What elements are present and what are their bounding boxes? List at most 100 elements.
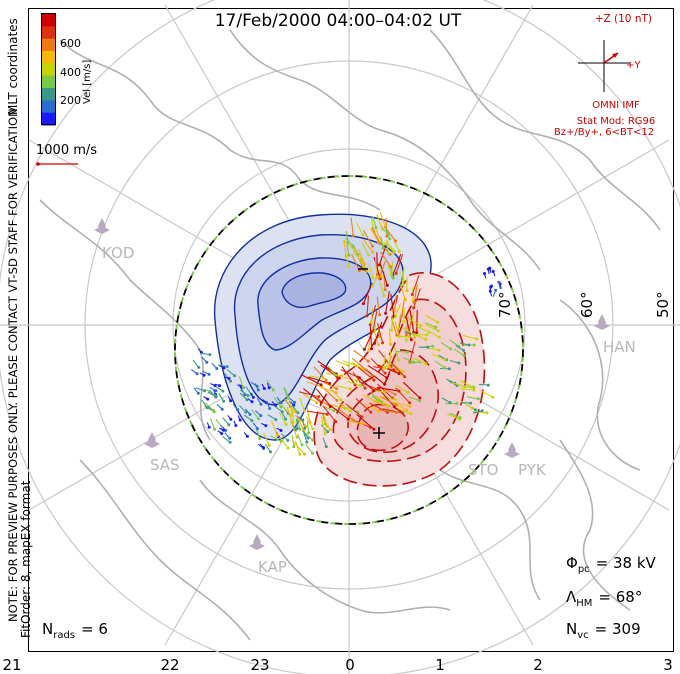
velocity-vector [306,410,328,415]
velocity-vector-origin [382,294,386,298]
mlt-tick-2: 2 [533,656,543,674]
station-labels: KOD SAS KAP STO PYK HAN [102,244,636,576]
velocity-vector-origin [334,391,338,395]
velocity-vector-origin [413,333,417,337]
velocity-vector-origin [256,417,260,421]
velocity-vector-origin [405,289,409,292]
velocity-vector [309,375,324,379]
velocity-vector-origin [369,320,373,324]
velocity-vector-origin [371,284,375,288]
velocity-vector-origin [367,349,371,352]
mlt-tick-21: 21 [2,656,21,674]
velocity-vector-origin [380,274,384,278]
velocity-vector-origin [394,239,397,243]
velocity-vector-origin [486,383,490,387]
velocity-vector-origin [363,262,367,266]
velocity-vector-origin [405,408,409,412]
velocity-vector [347,381,361,387]
velocity-vector [385,227,391,240]
velocity-vector-origin [259,402,263,406]
velocity-vector-origin [196,391,200,395]
velocity-vector [350,217,354,236]
velocity-vector [270,435,282,442]
stat-phi-pc: Φpc = 38 kV [566,554,657,575]
velocity-vector-origin [335,387,338,391]
velocity-vector-origin [351,418,355,422]
velocity-vector [401,297,406,316]
velocity-vector-origin [300,443,304,447]
station-label-pyk: PYK [518,461,547,479]
fit-order-label: FitOrder: 8, mapEX format [19,480,33,638]
velocity-vector [408,396,420,402]
velocity-vector-origin [472,388,476,392]
stat-n-rads: Nrads = 6 [42,620,108,641]
velocity-vector-origin [403,298,407,302]
velocity-vector-origin [371,250,374,254]
velocity-vector-origin [387,365,391,369]
velocity-vector [250,408,259,419]
velocity-vector [270,420,278,436]
latitude-labels: 70° 60° 50° [496,291,672,318]
velocity-vector-origin [405,350,409,354]
velocity-vector [388,350,392,368]
velocity-vector [306,406,311,423]
velocity-vector-origin [319,401,323,404]
colorbar-segment [42,100,56,114]
velocity-vector [325,372,342,377]
velocity-vector-origin [205,360,209,364]
velocity-vector [227,369,235,377]
velocity-vector [345,237,354,248]
velocity-vector-origin [480,409,484,413]
velocity-vector [371,226,381,244]
velocity-vector [472,410,483,414]
velocity-vector-origin [248,412,252,416]
velocity-vector-origin [274,403,278,407]
velocity-vector [352,371,366,389]
velocity-vector-origin [383,382,387,386]
velocity-vector [409,310,415,333]
velocity-vector-origin [374,226,378,230]
velocity-vector [358,249,366,265]
velocity-vector-origin [370,347,373,351]
velocity-vector [299,397,305,411]
velocity-vector-origin [321,376,325,380]
velocity-vector-origin [335,376,339,380]
velocity-vector-origin [424,337,428,341]
velocity-vector [387,264,394,278]
velocity-vector [209,418,216,430]
velocity-vector [283,387,290,399]
velocity-vector-origin [410,293,414,296]
velocity-vector-origin [308,421,312,424]
velocity-vector-origin [213,427,216,431]
velocity-vector [368,264,374,278]
velocity-vector-origin [222,428,226,432]
velocity-vector [394,401,411,407]
velocity-vector-origin [302,409,306,413]
station-marker-kod [94,218,110,234]
velocity-vector-origin [259,414,263,418]
velocity-vector-origin [214,389,218,393]
velocity-vector [372,216,377,228]
velocity-vector [297,433,303,446]
velocity-vector [320,416,331,431]
velocity-vector [238,376,244,388]
velocity-vector-origin [442,366,446,370]
velocity-vector-origin [394,403,398,407]
velocity-vector [214,385,224,392]
velocity-vector [371,395,383,403]
velocity-vector [298,391,319,398]
velocity-vector [337,408,354,421]
velocity-vector [358,362,373,377]
velocity-vector-origin [437,335,441,339]
velocity-vector [353,349,369,362]
station-label-kod: KOD [102,244,134,262]
velocity-vector-origin [324,378,328,382]
velocity-vector [329,404,349,420]
colorbar-label: Vel [m/s] [82,60,93,104]
dawn-cell [313,272,486,487]
velocity-vector-origin [267,386,271,390]
velocity-vector [306,381,323,388]
velocity-vector-origin [236,408,240,412]
velocity-vector [372,310,378,332]
velocity-vector [413,288,421,309]
